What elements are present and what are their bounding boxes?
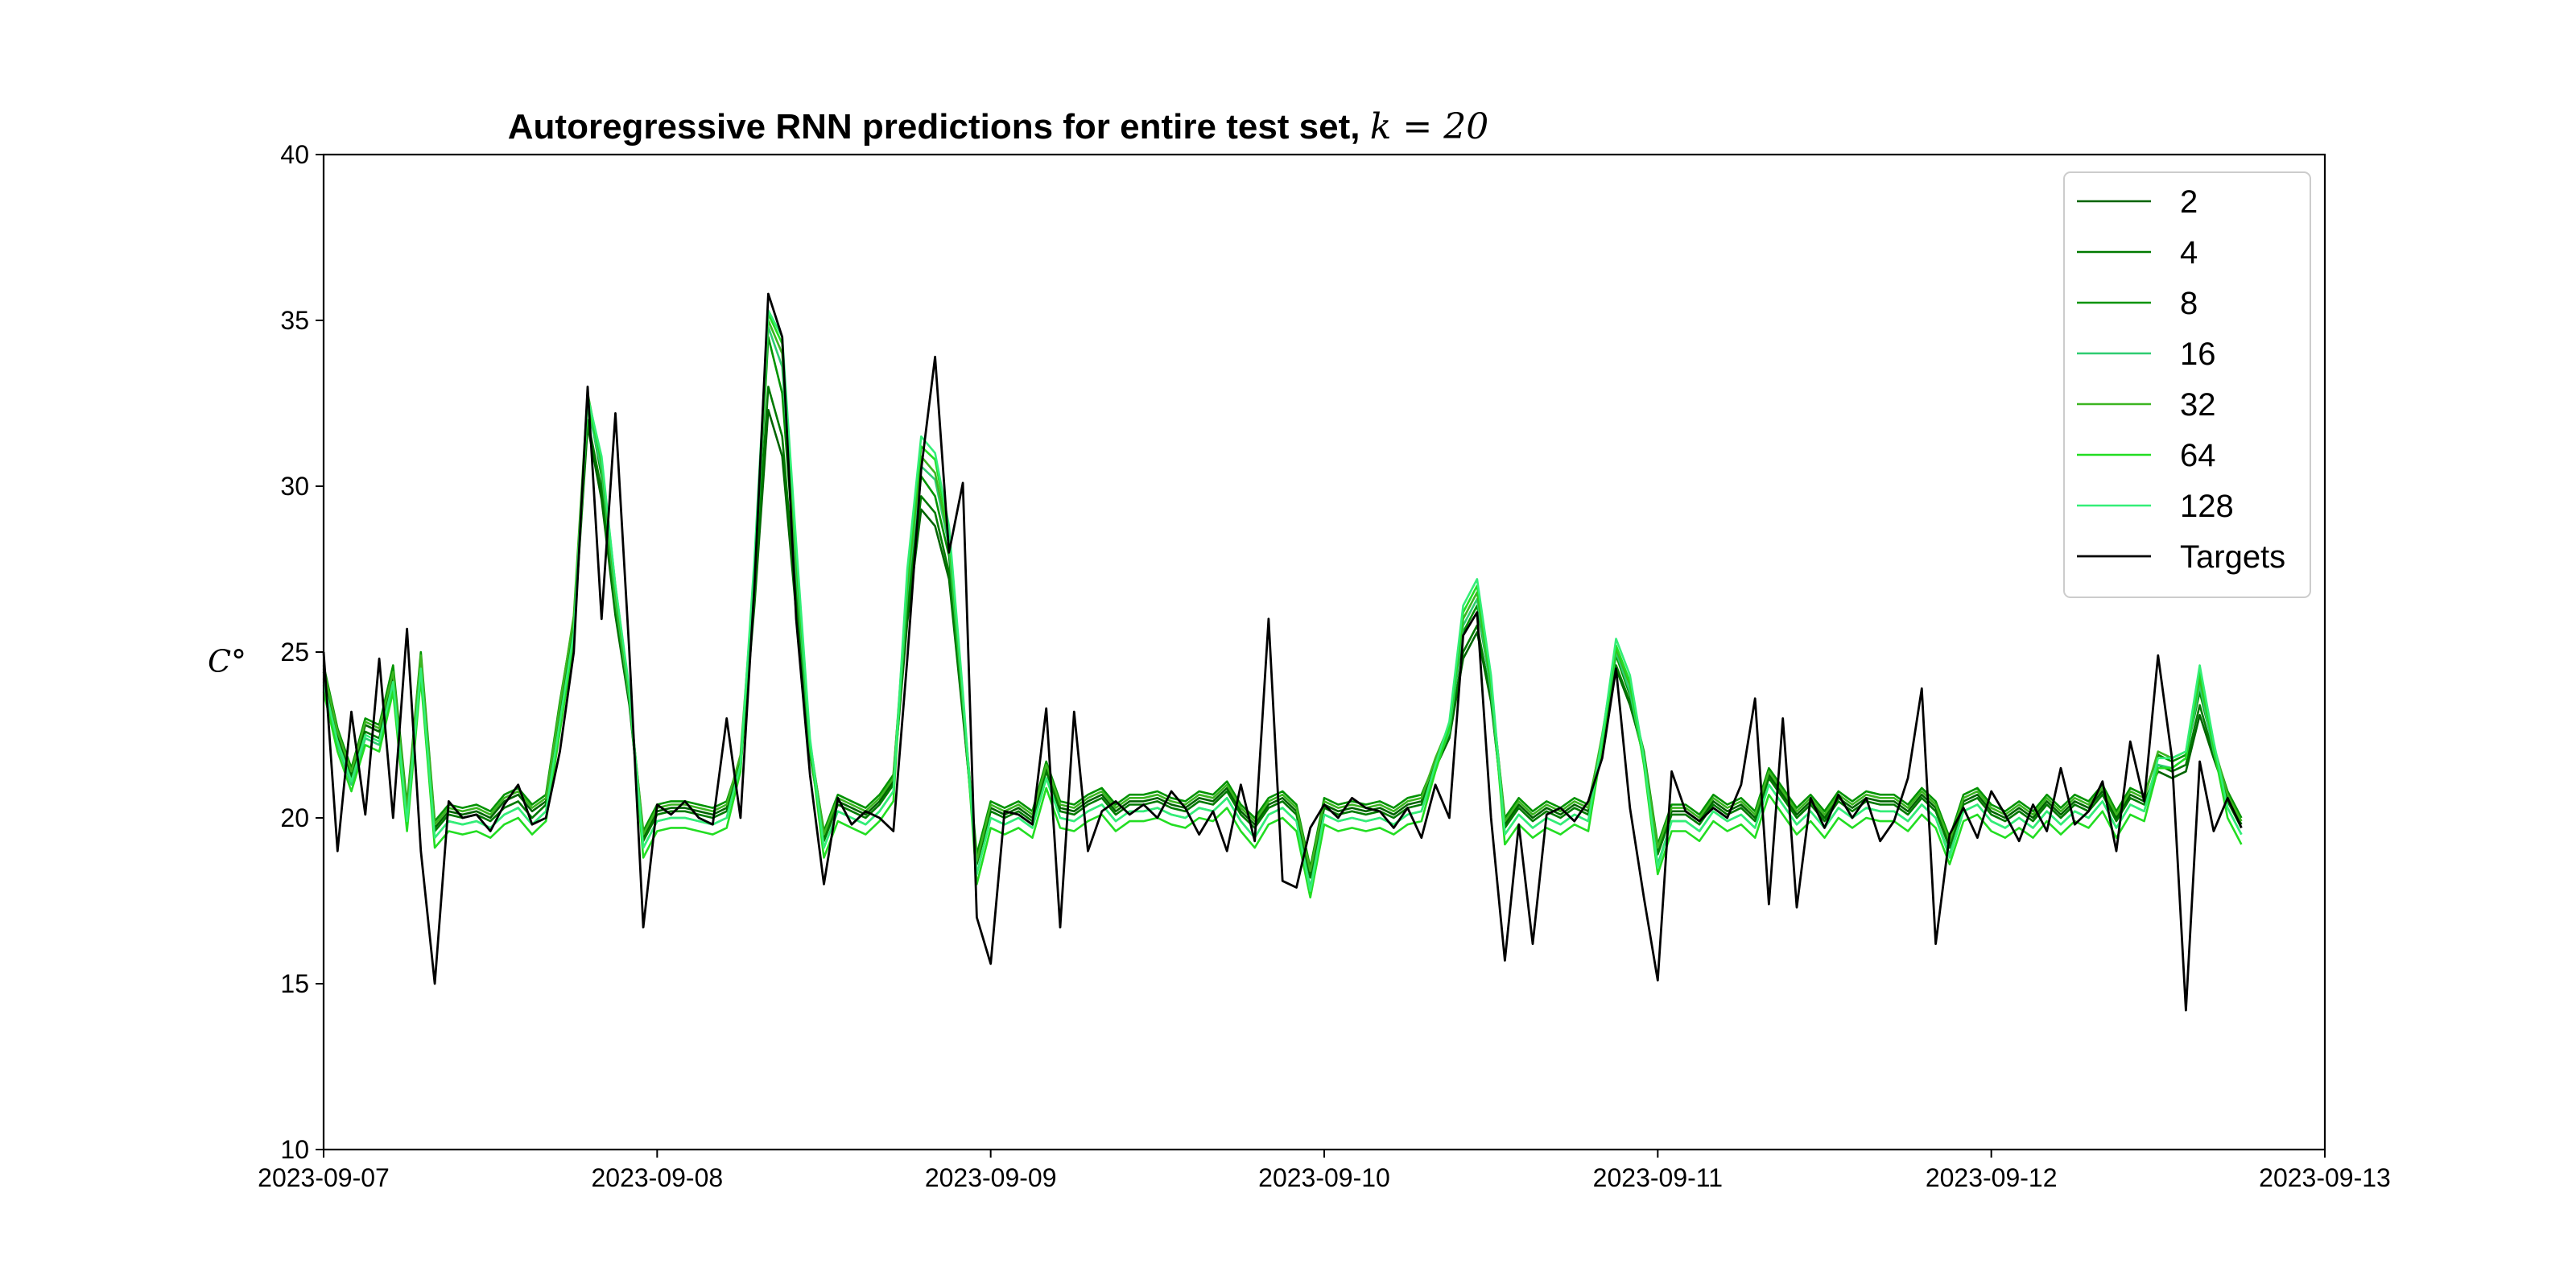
- legend-label-64: 64: [2180, 438, 2216, 473]
- x-tick-label: 2023-09-12: [1926, 1163, 2058, 1192]
- x-tick-label: 2023-09-10: [1258, 1163, 1390, 1192]
- legend-label-2: 2: [2180, 184, 2198, 220]
- x-tick-label: 2023-09-08: [591, 1163, 723, 1192]
- legend-label-16: 16: [2180, 336, 2216, 372]
- y-tick-label: 10: [280, 1135, 309, 1164]
- y-tick-label: 35: [280, 306, 309, 335]
- legend-label-8: 8: [2180, 286, 2198, 321]
- x-axis-ticks: 2023-09-07 2023-09-08 2023-09-09 2023-09-10…: [258, 1150, 2391, 1192]
- y-tick-label: 15: [280, 969, 309, 998]
- series-line-32: [322, 319, 2243, 873]
- x-tick-label: 2023-09-13: [2259, 1163, 2391, 1192]
- series-layer: [322, 292, 2243, 1012]
- chart-title: Autoregressive RNN predictions for entir…: [508, 106, 1488, 147]
- series-line-64: [322, 312, 2243, 899]
- legend-label-4: 4: [2180, 235, 2198, 270]
- legend-label-targets: Targets: [2180, 539, 2285, 575]
- legend-box: [2063, 171, 2311, 598]
- x-tick-label: 2023-09-11: [1593, 1163, 1723, 1192]
- x-tick-label: 2023-09-09: [925, 1163, 1057, 1192]
- x-tick-label: 2023-09-07: [258, 1163, 390, 1192]
- y-axis-label: C°: [208, 644, 246, 679]
- y-axis-ticks: 10 15 20 25 30 35 40: [280, 140, 324, 1164]
- legend-label-32: 32: [2180, 387, 2216, 423]
- series-line-targets: [322, 292, 2243, 1012]
- y-tick-label: 25: [280, 638, 309, 667]
- y-tick-label: 20: [280, 803, 309, 832]
- chart-title-text: Autoregressive RNN predictions for entir…: [508, 107, 1370, 147]
- y-tick-label: 40: [280, 140, 309, 169]
- chart-title-math: k = 20: [1370, 106, 1489, 147]
- y-axis-label-group: C°: [208, 644, 246, 679]
- legend: 2 4 8 16 32 64 128 Targets: [2063, 171, 2311, 598]
- series-line-128: [322, 309, 2243, 892]
- y-tick-label: 30: [280, 472, 309, 501]
- legend-label-128: 128: [2180, 489, 2234, 524]
